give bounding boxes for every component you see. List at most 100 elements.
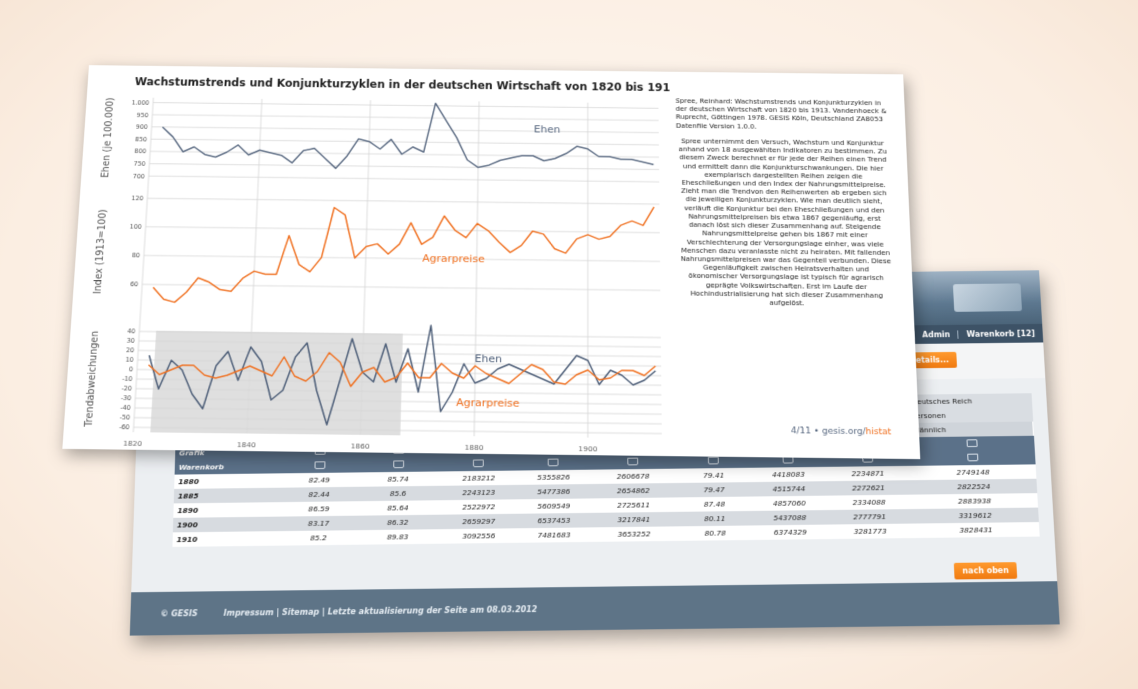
cart-icon[interactable]	[314, 461, 325, 469]
data-cell: 3217841	[591, 512, 677, 528]
chart-icon[interactable]	[966, 439, 977, 447]
data-cell: 2883938	[912, 493, 1038, 509]
data-cell: 4418083	[751, 467, 825, 482]
data-cell: 3092556	[441, 528, 517, 543]
cart-icon[interactable]	[967, 453, 978, 461]
y-grid-line	[153, 103, 658, 109]
top-button[interactable]: nach oben	[954, 562, 1017, 579]
citation: Spree, Reinhard: Wachstumstrends und Kon…	[676, 97, 889, 132]
data-cell: 2522972	[441, 499, 517, 514]
data-cell: 4515744	[752, 481, 826, 496]
footer-links[interactable]: Impressum | Sitemap | Letzte aktualisier…	[224, 605, 538, 618]
action-cell	[441, 456, 517, 471]
data-cell: 7481683	[517, 527, 591, 542]
series-label: Ehen	[534, 124, 561, 135]
notes: Spree, Reinhard: Wachstumstrends und Kon…	[676, 97, 897, 316]
action-label: Warenkorb	[175, 459, 284, 475]
year-cell: 1880	[174, 473, 283, 489]
y-grid-line	[152, 127, 659, 133]
data-cell: 2777791	[827, 509, 913, 525]
y-axis-label: Ehen (je 100.000)	[100, 97, 116, 177]
data-cell: 85.2	[282, 530, 355, 545]
data-cell: 2725611	[591, 497, 677, 512]
cart-icon[interactable]	[393, 460, 404, 468]
y-tick-label: 120	[131, 196, 143, 203]
data-cell: 82.44	[283, 487, 355, 502]
data-cell: 79.47	[676, 482, 752, 497]
data-cell: 85.64	[355, 500, 441, 515]
y-grid-line	[146, 227, 660, 233]
series-label: Agrarpreise	[456, 397, 520, 410]
y-grid-line	[152, 115, 658, 121]
data-cell: 85.74	[355, 471, 441, 486]
year-cell: 1900	[173, 517, 283, 533]
y-tick-label: -10	[122, 376, 133, 383]
page-ref-highlight: histat	[866, 427, 892, 437]
data-cell: 3281773	[827, 524, 913, 540]
data-cell: 2183212	[441, 471, 517, 486]
data-cell: 2234871	[825, 466, 911, 481]
data-cell: 5477386	[517, 484, 591, 499]
column-header: Männlich	[908, 422, 1033, 438]
nav-link[interactable]: Admin	[913, 330, 958, 339]
site-footer: © GESIS Impressum | Sitemap | Letzte akt…	[130, 581, 1060, 635]
description: Spree unternimmt den Versuch, Wachstum u…	[676, 137, 896, 309]
data-cell: 5437088	[753, 510, 827, 525]
year-cell: 1910	[172, 531, 282, 547]
series-label: Ehen	[475, 353, 502, 365]
data-cell: 6537453	[517, 513, 591, 528]
series-line	[160, 100, 653, 172]
data-cell: 3828431	[913, 522, 1039, 538]
y-tick-label: 750	[133, 161, 145, 168]
data-cell: 87.48	[676, 497, 752, 512]
chart-title: Wachstumstrends und Konjunkturzyklen in …	[135, 76, 674, 94]
x-tick-label: 1840	[237, 440, 257, 449]
data-cell: 2334088	[826, 495, 912, 510]
action-cell	[517, 455, 591, 470]
page-ref: 4/11 • gesis.org/	[791, 426, 866, 437]
y-tick-label: 10	[125, 357, 134, 364]
y-tick-label: 950	[137, 112, 149, 119]
y-grid-line	[149, 176, 660, 182]
chart: Wachstumstrends und Konjunkturzyklen in …	[62, 65, 674, 456]
y-axis-label: Trendabweichungen	[83, 331, 101, 428]
nav-link[interactable]: Warenkorb [12]	[958, 329, 1043, 338]
y-tick-label: -50	[119, 415, 130, 422]
y-tick-label: -30	[121, 396, 132, 403]
data-cell: 2822524	[911, 479, 1037, 495]
data-cell: 2243123	[441, 485, 517, 500]
x-grid-line	[474, 101, 479, 436]
series-line	[152, 201, 655, 308]
y-tick-label: 700	[133, 173, 145, 180]
cart-icon[interactable]	[548, 458, 559, 466]
y-tick-label: 20	[126, 348, 135, 355]
cart-icon[interactable]	[627, 457, 638, 465]
y-tick-label: 900	[136, 124, 148, 131]
data-cell: 89.83	[355, 529, 441, 545]
data-cell: 2606678	[590, 469, 676, 484]
unit-header: Personen	[908, 407, 1033, 423]
action-cell	[910, 450, 1035, 466]
cart-icon[interactable]	[708, 456, 719, 464]
data-cell: 86.59	[283, 501, 356, 516]
y-tick-label: 30	[126, 338, 135, 345]
y-axis-label: Index (1913=100)	[92, 209, 109, 294]
y-tick-label: 40	[127, 329, 136, 336]
y-tick-label: 850	[135, 137, 147, 144]
action-cell	[909, 436, 1034, 452]
data-cell: 6374329	[753, 525, 828, 540]
data-cell: 79.41	[676, 468, 752, 483]
cart-icon[interactable]	[473, 459, 484, 467]
action-cell	[283, 458, 355, 473]
series-label: Agrarpreise	[422, 253, 484, 265]
y-grid-line	[147, 198, 659, 204]
action-cell	[355, 457, 440, 472]
y-tick-label: -40	[120, 405, 131, 412]
page-footer: 4/11 • gesis.org/histat	[791, 426, 892, 437]
copyright: © GESIS	[160, 609, 198, 618]
y-tick-label: 1.000	[131, 100, 149, 107]
data-cell: 2654862	[590, 483, 676, 498]
y-tick-label: -20	[121, 386, 132, 393]
data-cell: 80.78	[677, 525, 754, 540]
